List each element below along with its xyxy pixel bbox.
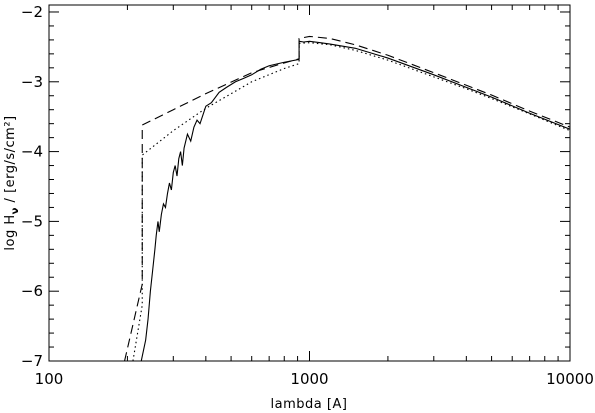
y-tick-label: −4: [21, 143, 43, 161]
series-line-solid: [140, 40, 570, 361]
y-tick-label: −5: [21, 212, 43, 230]
y-axis-title: log Hν / [erg/s/cm²]: [3, 115, 21, 250]
x-axis-title: lambda [A]: [271, 397, 348, 412]
y-axis-title-sub: ν: [10, 207, 21, 214]
x-tick-label: 10000: [546, 370, 594, 388]
y-axis-title-main: log H: [3, 214, 18, 250]
y-tick-label: −3: [21, 73, 43, 91]
y-tick-label: −6: [21, 282, 43, 300]
y-tick-label: −7: [21, 352, 43, 370]
y-axis-title-rest: / [erg/s/cm²]: [3, 115, 18, 207]
series-line-dotted: [132, 42, 570, 361]
x-tick-label: 1000: [290, 370, 328, 388]
plot-frame: [48, 4, 571, 362]
y-tick-label: −2: [21, 3, 43, 21]
x-tick-label: 100: [35, 370, 64, 388]
series-line-dashed: [124, 35, 570, 361]
